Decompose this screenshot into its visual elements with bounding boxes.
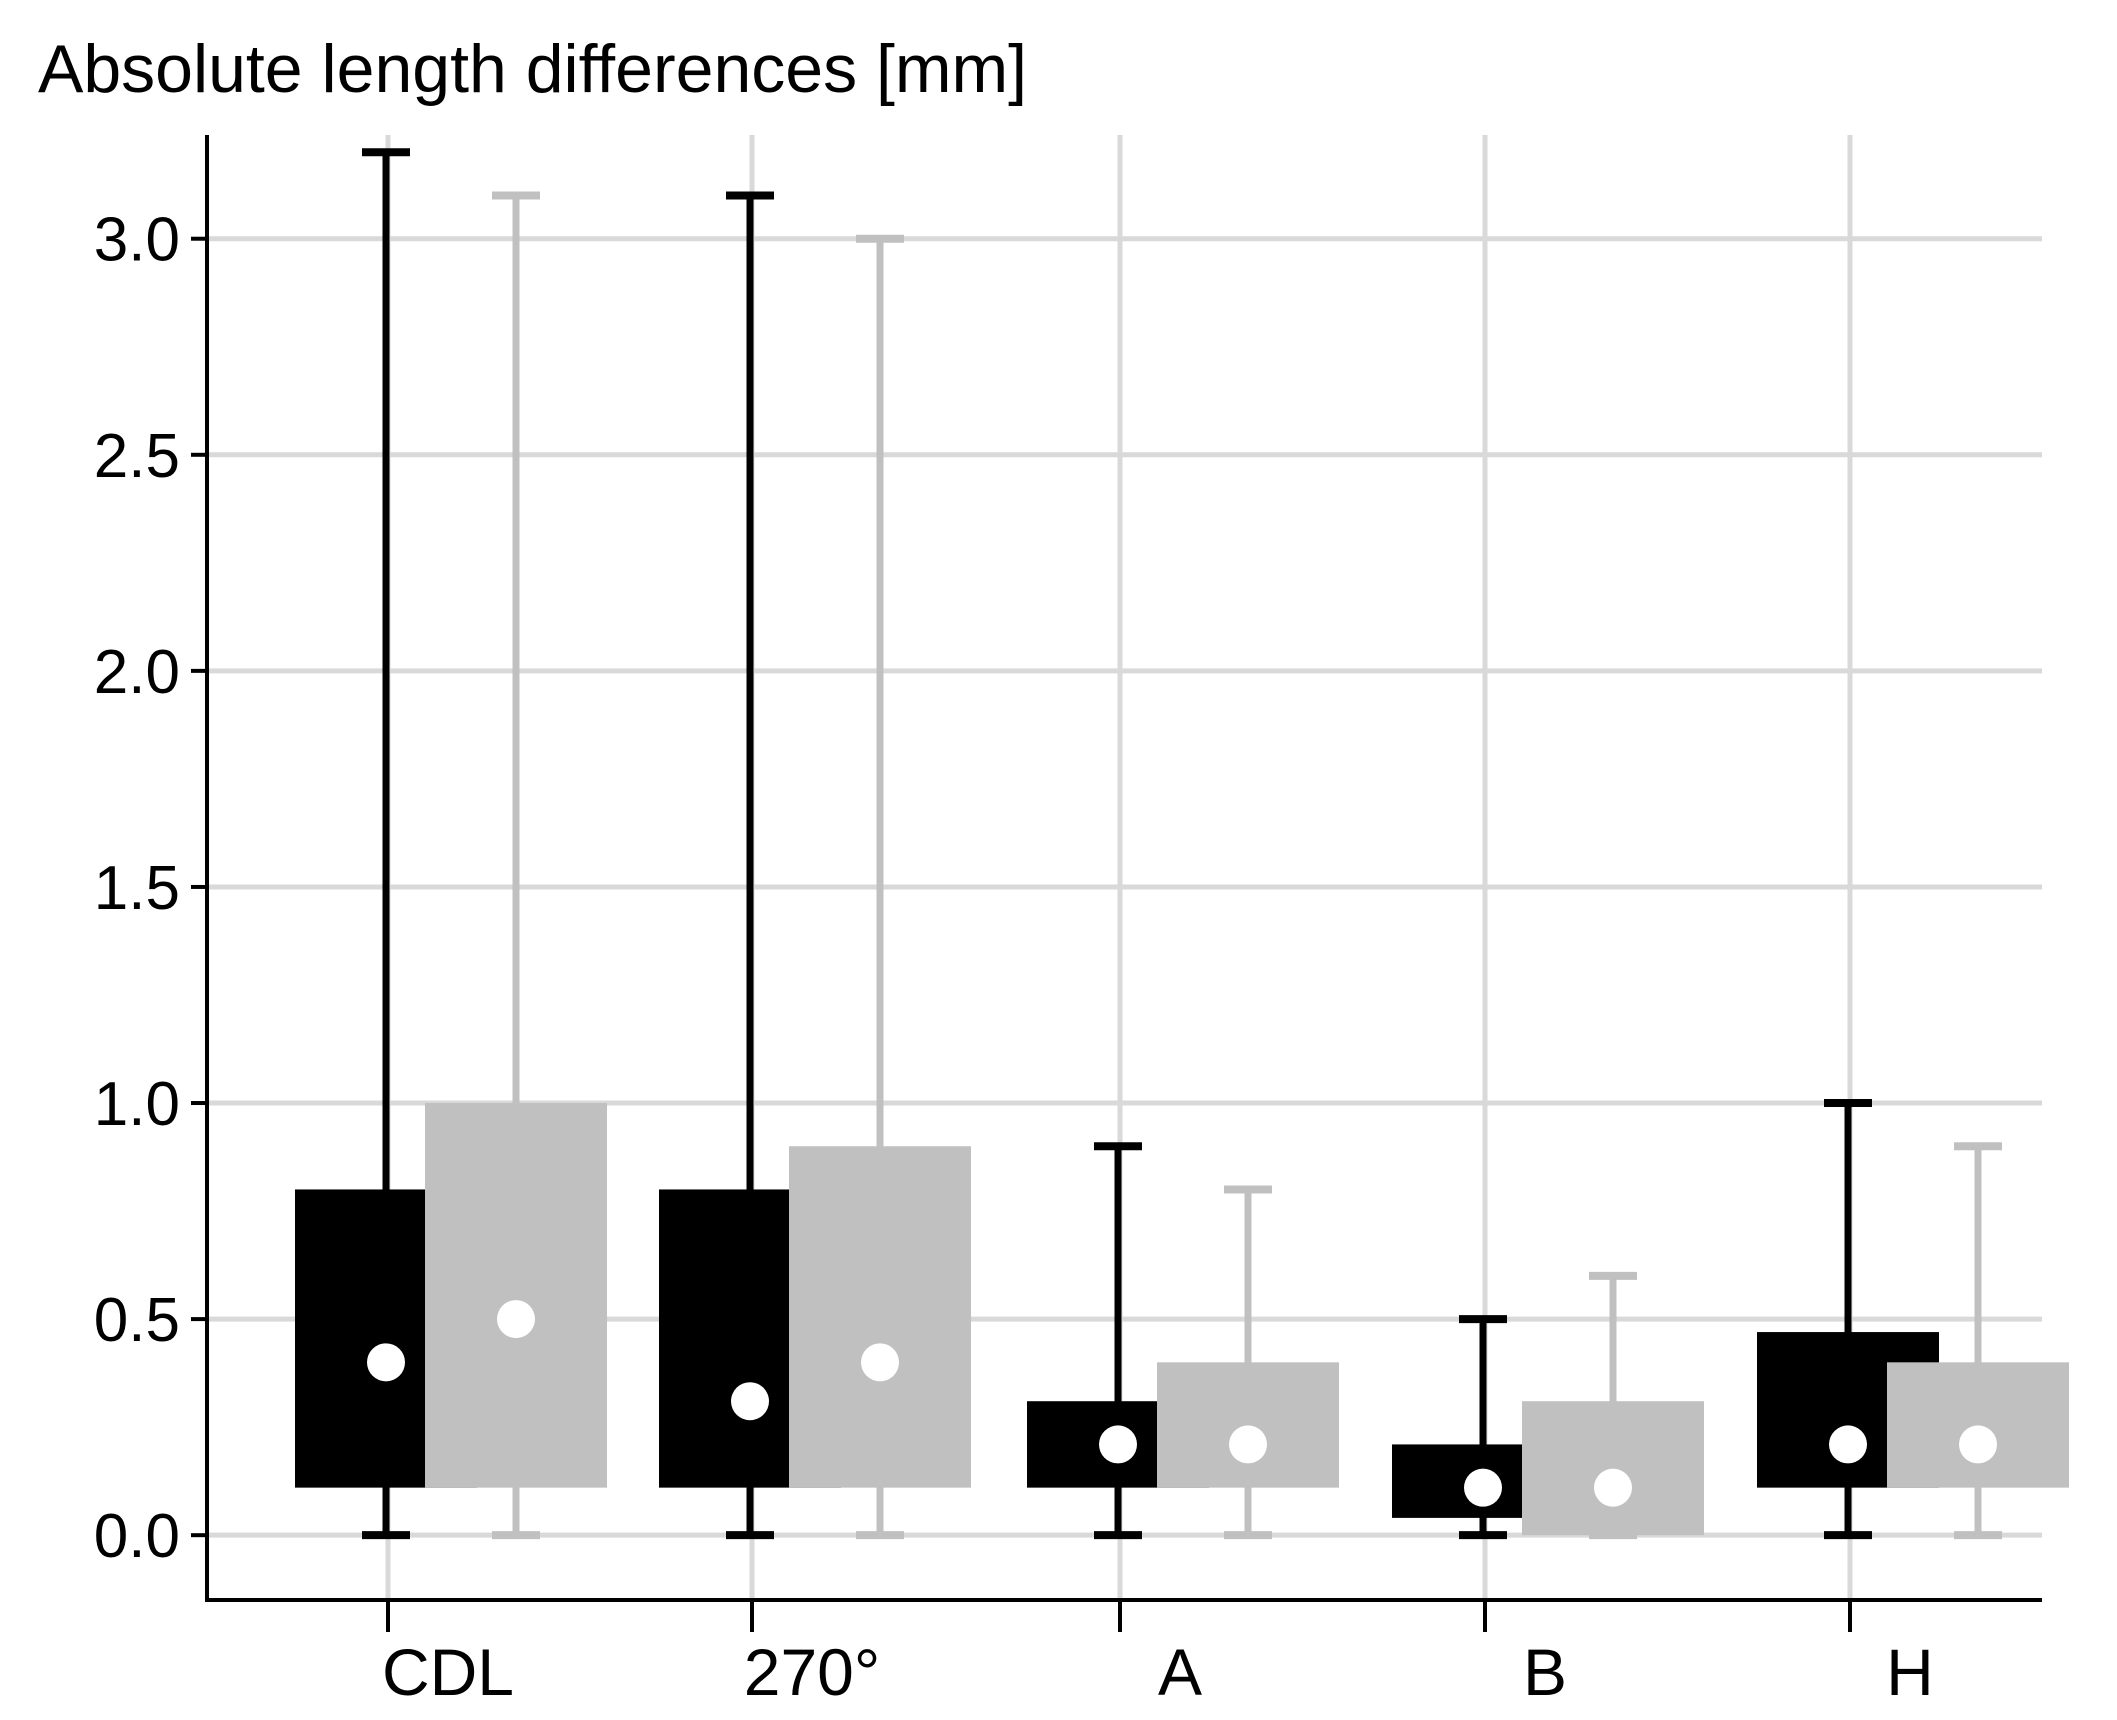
y-tick-label: 1.0	[94, 1070, 180, 1139]
y-tick-label: 0.0	[94, 1502, 180, 1571]
median-dot	[497, 1300, 535, 1339]
iqr-box	[1522, 1401, 1704, 1536]
x-category-label: 270°	[744, 1635, 881, 1709]
box-group	[425, 191, 607, 1540]
chart-title: Absolute length differences [mm]	[38, 31, 1027, 107]
median-dot	[731, 1382, 769, 1421]
y-tick-label: 2.5	[94, 422, 180, 491]
iqr-box	[425, 1103, 607, 1488]
median-dot	[1464, 1468, 1502, 1507]
box-series	[295, 148, 2069, 1540]
iqr-box	[789, 1146, 971, 1488]
iqr-box	[1887, 1362, 2069, 1488]
median-dot	[1959, 1425, 1997, 1464]
median-dot	[1829, 1425, 1867, 1464]
x-category-label: H	[1886, 1635, 1934, 1709]
axes	[191, 135, 2042, 1632]
box-group	[1522, 1271, 1704, 1540]
x-category-label: CDL	[382, 1635, 514, 1709]
box-group	[1887, 1142, 2069, 1540]
y-tick-label: 1.5	[94, 854, 180, 923]
y-tick-label: 3.0	[94, 206, 180, 275]
box-group	[789, 234, 971, 1540]
iqr-box	[1157, 1362, 1339, 1488]
median-dot	[861, 1343, 899, 1382]
median-dot	[1594, 1468, 1632, 1507]
y-tick-label: 0.5	[94, 1286, 180, 1355]
y-tick-label: 2.0	[94, 638, 180, 707]
median-dot	[1099, 1425, 1137, 1464]
x-category-label: A	[1158, 1635, 1202, 1709]
x-category-label: B	[1523, 1635, 1567, 1709]
box-group	[1157, 1185, 1339, 1540]
median-dot	[367, 1343, 405, 1382]
tick-labels: 0.0 0.5 1.0 1.5 2.0 2.5 3.0 CDL 270° A B H	[94, 206, 1934, 1709]
median-dot	[1229, 1425, 1267, 1464]
